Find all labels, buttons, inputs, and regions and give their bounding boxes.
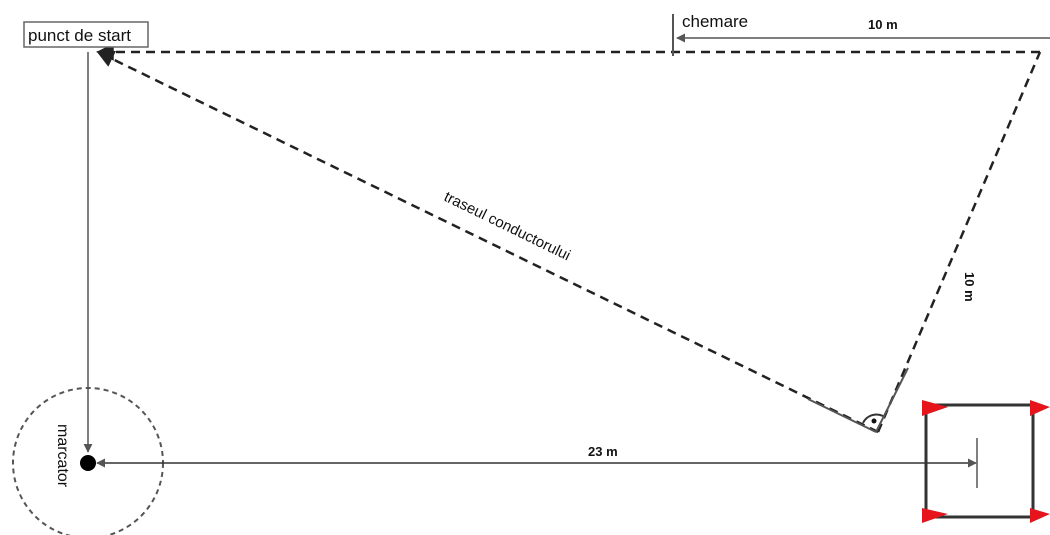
handler-path-right-dashed [876,51,1042,433]
right-angle-dot [871,418,877,424]
square-field-box [924,403,1035,519]
red-triangle-flag-icon-bottom-right [1030,508,1050,523]
handler-path-diagonal-dashed [96,50,879,434]
start-point-label: punct de start [28,26,131,45]
corner-leg-right [875,367,909,433]
top-distance-label: 10 m [868,17,898,32]
diagonal-distance-label: 10 m [962,272,977,302]
red-triangle-flag-icon-bottom-left [922,508,948,523]
corner-leg-left [807,398,877,433]
call-label: chemare [682,12,748,31]
marker-dot-icon [80,455,96,471]
marker-label: marcator [54,424,71,488]
right-angle-icon [862,413,884,424]
red-triangle-flag-icon-top-left [922,400,948,416]
bottom-distance-label: 23 m [588,444,618,459]
handler-path-label: traseul conductorului [441,188,573,264]
start-point-box [23,21,149,48]
red-triangle-flag-icon-top-right [1030,400,1050,416]
